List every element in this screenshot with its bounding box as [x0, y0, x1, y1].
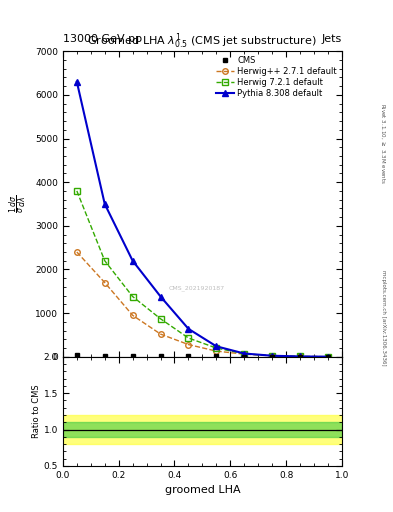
CMS — [242, 353, 247, 359]
CMS — [75, 352, 79, 358]
Herwig++ 2.7.1 default — [130, 312, 135, 318]
CMS — [270, 354, 275, 360]
Pythia 8.308 default — [102, 201, 107, 207]
Pythia 8.308 default — [242, 350, 247, 356]
Text: 13000 GeV pp: 13000 GeV pp — [63, 33, 142, 44]
Pythia 8.308 default — [298, 353, 303, 359]
CMS — [186, 353, 191, 359]
Line: Pythia 8.308 default: Pythia 8.308 default — [74, 79, 331, 359]
CMS — [130, 353, 135, 359]
Text: CMS_2021920187: CMS_2021920187 — [169, 286, 225, 291]
CMS — [298, 354, 303, 360]
Text: Rivet 3.1.10, $\geq$ 3.3M events: Rivet 3.1.10, $\geq$ 3.3M events — [379, 103, 387, 184]
CMS — [326, 354, 331, 360]
Herwig++ 2.7.1 default — [298, 353, 303, 359]
Y-axis label: Ratio to CMS: Ratio to CMS — [32, 385, 41, 438]
Herwig 7.2.1 default — [326, 354, 331, 360]
Herwig 7.2.1 default — [75, 188, 79, 194]
Title: Groomed LHA $\lambda^{1}_{0.5}$ (CMS jet substructure): Groomed LHA $\lambda^{1}_{0.5}$ (CMS jet… — [88, 32, 317, 51]
Legend: CMS, Herwig++ 2.7.1 default, Herwig 7.2.1 default, Pythia 8.308 default: CMS, Herwig++ 2.7.1 default, Herwig 7.2.… — [212, 53, 340, 102]
Line: CMS: CMS — [74, 353, 331, 359]
Herwig++ 2.7.1 default — [326, 354, 331, 360]
CMS — [102, 353, 107, 359]
Herwig 7.2.1 default — [214, 345, 219, 351]
Herwig 7.2.1 default — [102, 258, 107, 264]
Herwig 7.2.1 default — [186, 335, 191, 341]
Pythia 8.308 default — [214, 343, 219, 349]
Bar — [63, 422, 342, 437]
Text: Jets: Jets — [321, 33, 342, 44]
Herwig++ 2.7.1 default — [158, 331, 163, 337]
Pythia 8.308 default — [75, 79, 79, 85]
Herwig++ 2.7.1 default — [214, 348, 219, 354]
Herwig++ 2.7.1 default — [102, 280, 107, 286]
Herwig++ 2.7.1 default — [186, 342, 191, 348]
Herwig 7.2.1 default — [298, 353, 303, 359]
X-axis label: groomed LHA: groomed LHA — [165, 485, 240, 495]
Pythia 8.308 default — [270, 353, 275, 359]
Y-axis label: $\frac{1}{\sigma}\frac{d\sigma}{d\lambda}$: $\frac{1}{\sigma}\frac{d\sigma}{d\lambda… — [8, 195, 29, 213]
Pythia 8.308 default — [130, 258, 135, 264]
CMS — [158, 353, 163, 359]
Herwig 7.2.1 default — [270, 353, 275, 359]
Herwig 7.2.1 default — [158, 316, 163, 322]
Pythia 8.308 default — [186, 326, 191, 332]
Bar — [63, 415, 342, 444]
Herwig 7.2.1 default — [242, 351, 247, 357]
Pythia 8.308 default — [158, 293, 163, 300]
Herwig++ 2.7.1 default — [270, 353, 275, 359]
Herwig++ 2.7.1 default — [75, 249, 79, 255]
Line: Herwig++ 2.7.1 default: Herwig++ 2.7.1 default — [74, 249, 331, 359]
Herwig 7.2.1 default — [130, 293, 135, 300]
CMS — [214, 353, 219, 359]
Herwig++ 2.7.1 default — [242, 351, 247, 357]
Text: mcplots.cern.ch [arXiv:1306.3436]: mcplots.cern.ch [arXiv:1306.3436] — [381, 270, 386, 365]
Pythia 8.308 default — [326, 354, 331, 360]
Line: Herwig 7.2.1 default: Herwig 7.2.1 default — [74, 188, 331, 359]
